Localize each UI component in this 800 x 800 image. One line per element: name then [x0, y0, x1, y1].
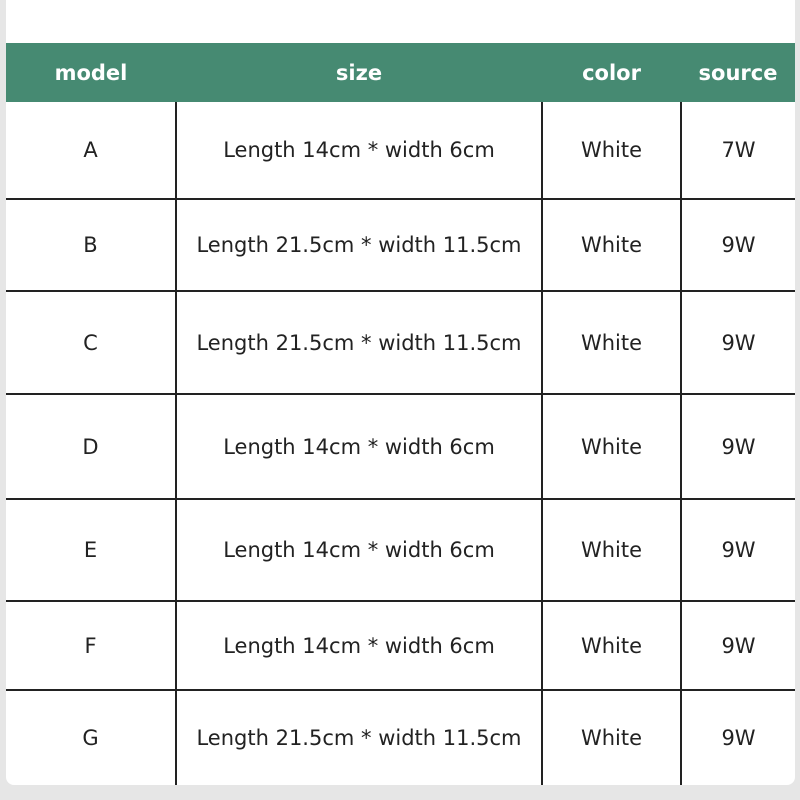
table-row: G Length 21.5cm * width 11.5cm White 9W: [6, 689, 795, 785]
cell-color: White: [541, 102, 681, 199]
header-model: model: [6, 43, 176, 102]
table-row: D Length 14cm * width 6cm White 9W: [6, 393, 795, 499]
cell-model: D: [6, 393, 176, 499]
header-row: model size color source: [6, 43, 795, 102]
cell-source: 9W: [680, 393, 795, 499]
table-row: B Length 21.5cm * width 11.5cm White 9W: [6, 198, 795, 291]
spec-table: model size color source A Length 14cm * w…: [6, 43, 795, 785]
cell-size: Length 14cm * width 6cm: [175, 102, 542, 199]
cell-model: E: [6, 498, 176, 601]
header-color: color: [542, 43, 681, 102]
cell-color: White: [541, 393, 681, 499]
table-row: E Length 14cm * width 6cm White 9W: [6, 498, 795, 601]
cell-source: 9W: [680, 600, 795, 690]
cell-source: 9W: [680, 290, 795, 394]
cell-color: White: [541, 198, 681, 291]
cell-model: B: [6, 198, 176, 291]
table-row: C Length 21.5cm * width 11.5cm White 9W: [6, 290, 795, 394]
cell-color: White: [541, 689, 681, 785]
cell-size: Length 21.5cm * width 11.5cm: [175, 290, 542, 394]
table-row: F Length 14cm * width 6cm White 9W: [6, 600, 795, 690]
cell-source: 9W: [680, 198, 795, 291]
cell-model: A: [83, 138, 98, 162]
cell-source: 7W: [680, 102, 795, 199]
cell-size: Length 14cm * width 6cm: [175, 600, 542, 690]
cell-model: C: [6, 290, 176, 394]
cell-model: F: [6, 600, 176, 690]
cell-source: 9W: [680, 689, 795, 785]
cell-color: White: [541, 290, 681, 394]
cell-color: White: [541, 498, 681, 601]
cell-color: White: [541, 600, 681, 690]
cell-source: 9W: [680, 498, 795, 601]
cell-size: Length 14cm * width 6cm: [175, 498, 542, 601]
cell-size: Length 14cm * width 6cm: [175, 393, 542, 499]
cell-size: Length 21.5cm * width 11.5cm: [175, 198, 542, 291]
cell-size: Length 21.5cm * width 11.5cm: [175, 689, 542, 785]
table-row: A Length 14cm * width 6cm White 7W: [6, 102, 795, 199]
header-source: source: [681, 43, 795, 102]
header-size: size: [176, 43, 542, 102]
cell-model: G: [6, 689, 176, 785]
